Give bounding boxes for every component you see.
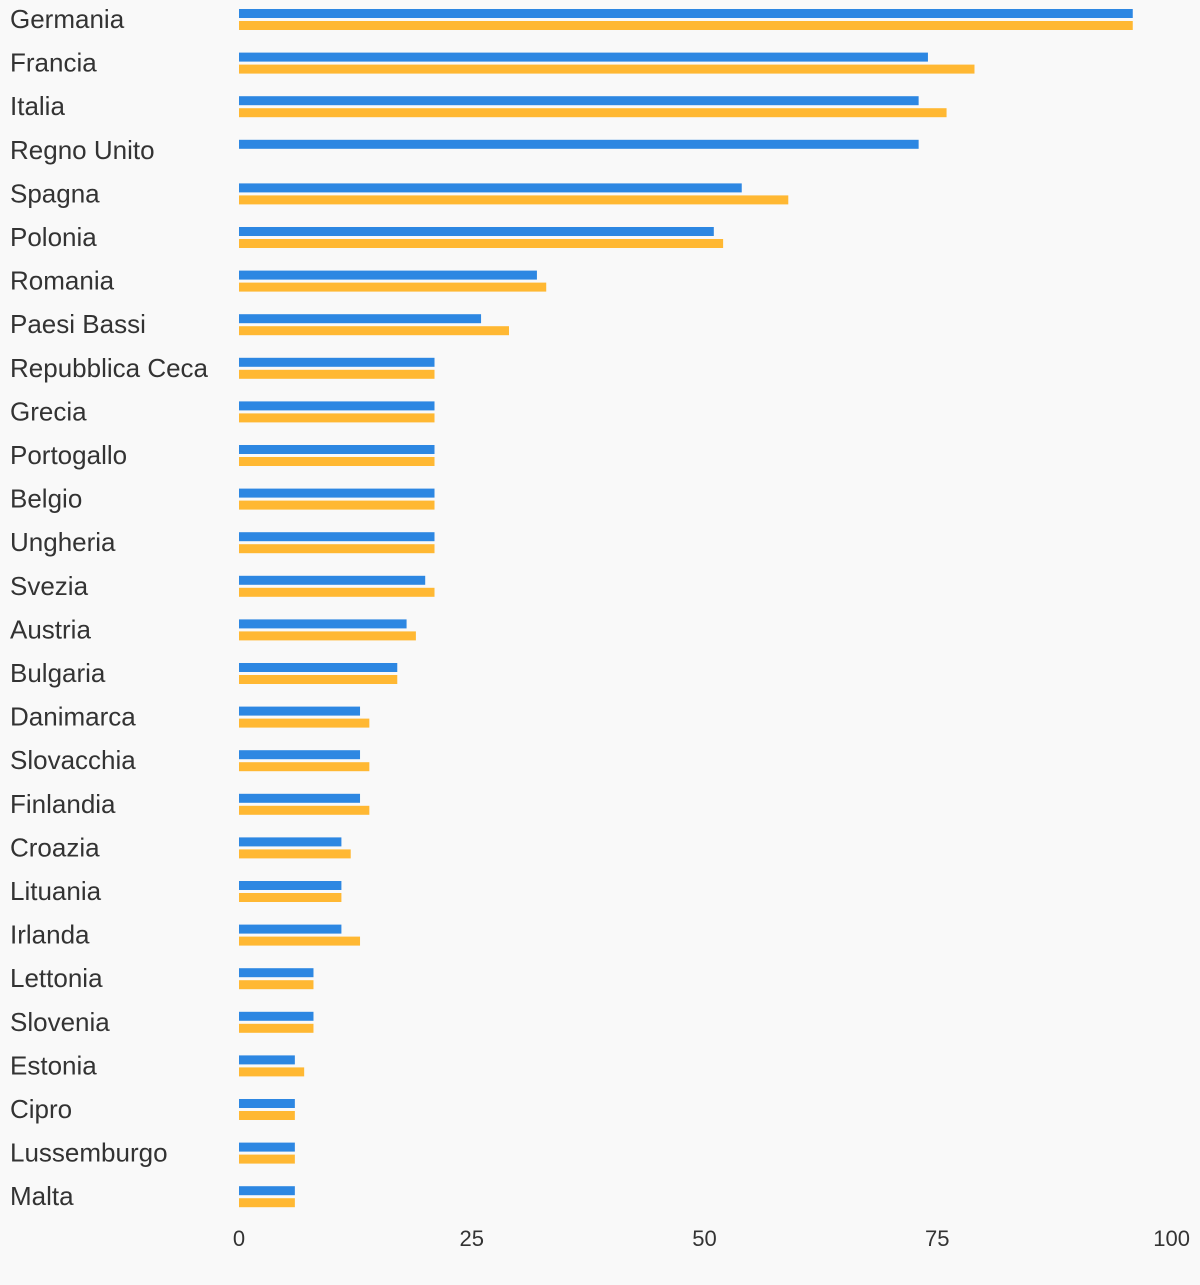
category-label-slovenia: Slovenia [10,1007,110,1037]
bar-bulgaria-series-1 [239,663,398,672]
bar-finlandia-series-1 [239,793,361,803]
bar-belgio-series-2 [239,500,435,510]
bar-irlanda-series-1 [239,924,342,934]
category-label-bulgaria: Bulgaria [10,658,106,688]
bar-danimarca-series-2 [239,718,370,728]
category-labels: Germania Francia Italia Regno Unito Spagna Po… [10,4,209,1211]
bar-austria-series-2 [239,631,416,641]
bar-malta-series-2 [239,1198,295,1208]
bar-slovacchia-series-1 [239,750,361,760]
bar-estonia-series-1 [239,1055,295,1065]
bar-lettonia-series-1 [239,968,314,978]
category-label-finlandia: Finlandia [10,789,116,819]
bar-svezia-series-1 [239,575,426,585]
bars [239,9,1133,1208]
bar-lituania-series-2 [239,893,342,902]
bar-cipro-series-2 [239,1111,295,1120]
bar-slovenia-series-2 [239,1023,314,1033]
category-label-francia: Francia [10,48,97,78]
bar-spagna-series-2 [239,195,789,205]
x-tick-label: 0 [233,1226,245,1251]
bar-francia-series-1 [239,52,928,62]
category-label-ungheria: Ungheria [10,527,116,557]
x-tick-label: 25 [460,1226,484,1251]
bar-repubblica-ceca-series-1 [239,357,435,367]
bar-paesi-bassi-series-2 [239,326,509,336]
category-label-svezia: Svezia [10,571,89,601]
category-label-portogallo: Portogallo [10,440,127,470]
category-label-germania: Germania [10,4,125,34]
bar-italia-series-2 [239,108,947,118]
x-tick-label: 100 [1153,1226,1190,1251]
category-label-paesi-bassi: Paesi Bassi [10,309,146,339]
bar-danimarca-series-1 [239,706,361,716]
category-label-romania: Romania [10,266,115,296]
bar-croazia-series-1 [239,837,342,847]
bar-francia-series-2 [239,64,975,74]
category-label-austria: Austria [10,614,91,644]
bar-romania-series-2 [239,282,547,292]
category-label-irlanda: Irlanda [10,920,90,950]
category-label-lituania: Lituania [10,876,102,906]
category-label-danimarca: Danimarca [10,702,136,732]
bar-germania-series-1 [239,9,1133,18]
bar-lettonia-series-2 [239,980,314,990]
bar-irlanda-series-2 [239,936,361,946]
category-label-estonia: Estonia [10,1050,97,1080]
bar-portogallo-series-1 [239,445,435,454]
bar-slovacchia-series-2 [239,762,370,772]
bar-cipro-series-1 [239,1099,295,1108]
bar-portogallo-series-2 [239,457,435,466]
category-label-spagna: Spagna [10,178,100,208]
bar-paesi-bassi-series-1 [239,314,482,324]
bar-italia-series-1 [239,96,919,106]
x-tick-label: 50 [692,1226,716,1251]
bar-lussemburgo-series-2 [239,1154,295,1164]
category-label-italia: Italia [10,91,65,121]
bar-polonia-series-2 [239,239,724,248]
category-label-polonia: Polonia [10,222,97,252]
bar-ungheria-series-1 [239,532,435,542]
bar-regno-unito-series-1 [239,139,919,149]
bar-repubblica-ceca-series-2 [239,369,435,379]
category-label-regno-unito: Regno Unito [10,135,155,165]
bar-belgio-series-1 [239,488,435,498]
bar-germania-series-2 [239,21,1133,30]
bar-lussemburgo-series-1 [239,1142,295,1152]
bar-slovenia-series-1 [239,1011,314,1021]
bar-polonia-series-1 [239,227,714,236]
category-label-croazia: Croazia [10,832,100,862]
bar-estonia-series-2 [239,1067,305,1077]
bar-svezia-series-2 [239,587,435,597]
category-label-slovacchia: Slovacchia [10,745,136,775]
category-label-grecia: Grecia [10,396,87,426]
bar-ungheria-series-2 [239,544,435,554]
bar-spagna-series-1 [239,183,742,193]
bar-grecia-series-1 [239,401,435,411]
bar-malta-series-1 [239,1186,295,1196]
category-label-lussemburgo: Lussemburgo [10,1138,168,1168]
bar-croazia-series-2 [239,849,351,859]
x-axis-ticks: 0 25 50 75 100 [233,1226,1190,1251]
bar-grecia-series-2 [239,413,435,423]
category-label-malta: Malta [10,1181,74,1211]
category-label-cipro: Cipro [10,1094,72,1124]
category-label-repubblica-ceca: Repubblica Ceca [10,353,209,383]
bar-austria-series-1 [239,619,407,629]
bar-finlandia-series-2 [239,805,370,815]
x-tick-label: 75 [925,1226,949,1251]
category-label-lettonia: Lettonia [10,963,103,993]
bar-romania-series-1 [239,270,537,280]
category-label-belgio: Belgio [10,484,82,514]
bar-lituania-series-1 [239,881,342,890]
bar-bulgaria-series-2 [239,675,398,684]
